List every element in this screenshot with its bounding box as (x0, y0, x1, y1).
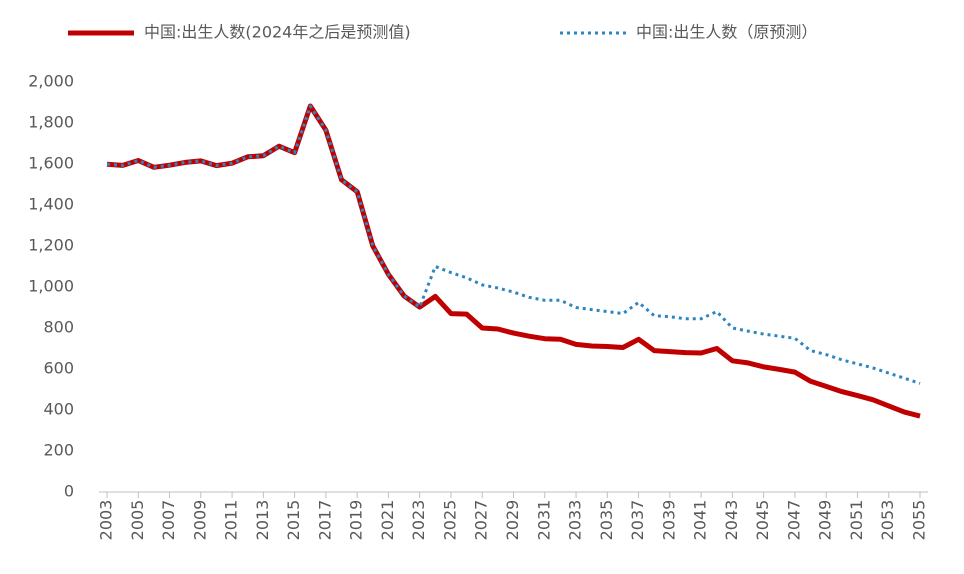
y-tick-label: 1,600 (28, 154, 74, 173)
x-tick-label: 2031 (534, 500, 553, 541)
x-tick-label: 2053 (878, 500, 897, 541)
x-tick-label: 2051 (847, 500, 866, 541)
x-tick-label: 2009 (190, 500, 209, 541)
x-tick-label: 2007 (159, 500, 178, 541)
x-tick-label: 2037 (628, 500, 647, 541)
y-tick-label: 1,400 (28, 195, 74, 214)
x-tick-label: 2035 (597, 500, 616, 541)
data-line (106, 103, 921, 419)
x-tick-label: 2039 (659, 500, 678, 541)
x-tick-label: 2047 (784, 500, 803, 541)
y-tick-label: 1,000 (28, 277, 74, 296)
x-tick-label: 2025 (440, 500, 459, 541)
x-tick-label: 2033 (566, 500, 585, 541)
x-tick-label: 2013 (253, 500, 272, 541)
legend-label: 中国:出生人数（原预测） (636, 23, 817, 42)
y-tick-label: 1,200 (28, 236, 74, 255)
x-tick-label: 2005 (128, 500, 147, 541)
y-tick-label: 1,800 (28, 113, 74, 132)
x-tick-label: 2045 (753, 500, 772, 541)
x-tick-label: 2055 (910, 500, 929, 541)
y-tick-label: 800 (43, 318, 74, 337)
legend-label: 中国:出生人数(2024年之后是预测值) (144, 23, 411, 42)
x-tick-label: 2029 (503, 500, 522, 541)
x-tick-label: 2019 (347, 500, 366, 541)
y-tick-label: 0 (64, 482, 74, 501)
x-tick-label: 2011 (222, 500, 241, 541)
x-tick-label: 2041 (691, 500, 710, 541)
y-tick-label: 2,000 (28, 72, 74, 91)
x-tick-label: 2049 (816, 500, 835, 541)
x-tick-label: 2017 (315, 500, 334, 541)
x-tick-label: 2027 (472, 500, 491, 541)
x-tick-label: 2003 (97, 500, 116, 541)
y-tick-label: 400 (43, 400, 74, 419)
x-tick-label: 2043 (722, 500, 741, 541)
x-tick-label: 2021 (378, 500, 397, 541)
y-tick-label: 200 (43, 441, 74, 460)
y-tick-label: 600 (43, 359, 74, 378)
x-tick-label: 2023 (409, 500, 428, 541)
x-tick-label: 2015 (284, 500, 303, 541)
